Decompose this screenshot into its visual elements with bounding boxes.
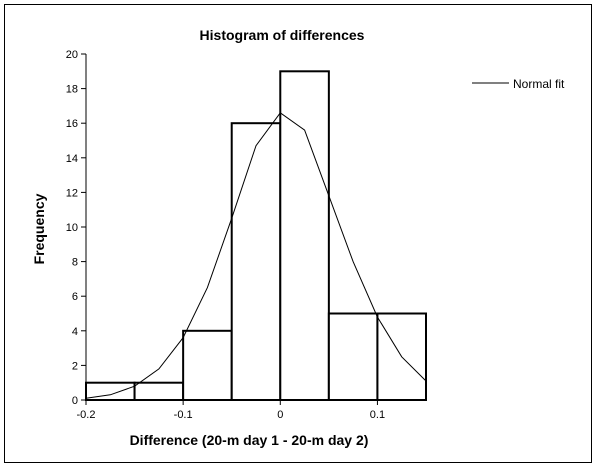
x-tick-label: 0: [277, 409, 283, 421]
y-tick-label: 18: [66, 84, 78, 96]
histogram-bar-3: [230, 122, 282, 401]
y-tick-label: 14: [66, 153, 78, 165]
y-tick-label: 2: [72, 360, 78, 372]
y-tick-label: 0: [72, 395, 78, 407]
histogram-bar-4: [279, 70, 330, 402]
y-tick-label: 10: [66, 222, 78, 234]
y-tick-label: 8: [72, 257, 78, 269]
x-tick-label: 0.1: [370, 409, 385, 421]
histogram-bar-5: [327, 312, 379, 401]
y-tick-label: 12: [66, 187, 78, 199]
chart-title: Histogram of differences: [200, 27, 365, 43]
y-tick-label: 16: [66, 118, 78, 130]
x-axis-title: Difference (20-m day 1 - 20-m day 2): [130, 432, 369, 448]
legend-label-normal-fit: Normal fit: [513, 77, 565, 91]
x-tick-label: -0.2: [77, 409, 96, 421]
normal-fit-line: [85, 112, 427, 399]
x-tick-label: -0.1: [174, 409, 193, 421]
y-tick-label: 4: [72, 326, 78, 338]
y-axis-title: Frequency: [31, 193, 47, 264]
histogram-bar-1: [133, 381, 185, 402]
y-tick-label: 20: [66, 49, 78, 61]
y-tick-label: 6: [72, 291, 78, 303]
histogram-bar-2: [182, 329, 233, 401]
